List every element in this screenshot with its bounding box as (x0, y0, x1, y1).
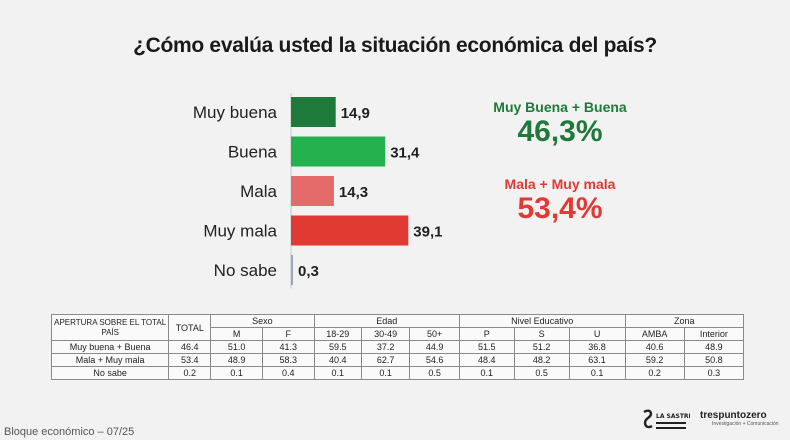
table-cell: 0.1 (458, 366, 515, 380)
negative-summary-value: 53,4% (517, 192, 603, 225)
value-label: 31,4 (390, 145, 420, 162)
table-column-header: F (261, 327, 315, 341)
bar-chart: Muy buena 14,9 Buena 31,4 Mala 14,3 Muy mala 39… (193, 93, 443, 289)
table-cell: 40.4 (313, 353, 362, 367)
table-cell: 48.4 (458, 353, 515, 367)
table-cell: 48.9 (683, 340, 745, 354)
category-label: Mala (240, 182, 277, 201)
positive-summary: Muy Buena + Buena 46,3% (470, 99, 650, 149)
footer-text: Bloque económico – 07/25 (4, 426, 135, 438)
la-sastreria-logo: LA SASTRERÍA (643, 409, 690, 429)
table-cell: 36.8 (568, 340, 626, 354)
bar (291, 176, 334, 206)
breakdown-table: APERTURA SOBRE EL TOTAL PAÍS TOTAL Sexo Eda… (50, 314, 745, 380)
table-cell: 58.3 (261, 353, 315, 367)
category-label: Muy buena (193, 103, 278, 122)
table-cell: 51.2 (513, 340, 570, 354)
negative-summary: Mala + Muy mala 53,4% (470, 176, 650, 226)
table-column-header: U (568, 327, 626, 341)
chart-title: ¿Cómo evalúa usted la situación económic… (133, 34, 657, 57)
table-cell: 46.4 (168, 340, 212, 354)
table-cell: 0.1 (210, 366, 263, 380)
table-corner-header: APERTURA SOBRE EL TOTAL PAÍS (50, 314, 170, 341)
positive-summary-label: Muy Buena + Buena (493, 99, 627, 115)
category-label: No sabe (214, 261, 277, 280)
table-cell: 44.9 (409, 340, 460, 354)
table-cell: 0.4 (261, 366, 315, 380)
table-row-label: Muy buena + Buena (50, 340, 170, 354)
table-cell: 0.2 (624, 366, 685, 380)
category-label: Buena (228, 143, 278, 162)
table-cell: 0.1 (360, 366, 411, 380)
value-label: 14,3 (339, 184, 368, 201)
table-row-label: Mala + Muy mala (50, 353, 170, 367)
bar (291, 255, 293, 285)
table-cell: 48.2 (513, 353, 570, 367)
value-label: 0,3 (298, 263, 319, 280)
table-column-header: AMBA (624, 327, 685, 341)
table-column-header: M (210, 327, 263, 341)
table-column-header: S (513, 327, 570, 341)
table-cell: 62.7 (360, 353, 411, 367)
value-label: 39,1 (413, 224, 442, 241)
table-group-header: Zona (624, 314, 745, 328)
table-cell: 0.1 (313, 366, 362, 380)
bar (291, 215, 409, 246)
category-label: Muy mala (203, 222, 277, 241)
table-cell: 59.5 (313, 340, 362, 354)
table-cell: 0.2 (168, 366, 212, 380)
table-row: Mala + Muy mala 53.4 48.9 58.3 40.4 62.7 54.6 4… (50, 353, 745, 367)
table-cell: 40.6 (624, 340, 685, 354)
table-total-header: TOTAL (168, 314, 212, 341)
bar (291, 136, 386, 167)
table-column-header: 18-29 (313, 327, 362, 341)
table-cell: 53.4 (168, 353, 212, 367)
table-cell: 0.1 (568, 366, 626, 380)
svg-text:LA SASTRERÍA: LA SASTRERÍA (656, 412, 690, 420)
trespuntozero-logo-text: trespuntozero (700, 410, 767, 421)
table-column-header: P (458, 327, 515, 341)
table-cell: 59.2 (624, 353, 685, 367)
table-cell: 54.6 (409, 353, 460, 367)
table-group-header: Nivel Educativo (458, 314, 626, 328)
negative-summary-label: Mala + Muy mala (504, 176, 616, 192)
value-label: 14,9 (341, 105, 370, 122)
table-cell: 0.5 (513, 366, 570, 380)
table-cell: 63.1 (568, 353, 626, 367)
table-cell: 41.3 (261, 340, 315, 354)
table-row-label: No sabe (50, 366, 170, 380)
bar (291, 97, 336, 127)
table-row: No sabe 0.2 0.1 0.4 0.1 0.1 0.5 0.1 0.5 0.1 0.2 0.3 (50, 366, 745, 380)
table-column-header: 30-49 (360, 327, 411, 341)
table-column-header: Interior (683, 327, 745, 341)
table-group-header: Sexo (210, 314, 315, 328)
table-cell: 37.2 (360, 340, 411, 354)
positive-summary-value: 46,3% (517, 115, 603, 148)
table-cell: 50.8 (683, 353, 745, 367)
table-row: Muy buena + Buena 46.4 51.0 41.3 59.5 37.2 44.… (50, 340, 745, 354)
trespuntozero-logo: trespuntozero Investigación + Comunicaci… (700, 410, 779, 427)
table-cell: 51.0 (210, 340, 263, 354)
table-group-header: Edad (313, 314, 460, 328)
table-cell: 51.5 (458, 340, 515, 354)
table-cell: 0.5 (409, 366, 460, 380)
table-cell: 0.3 (683, 366, 745, 380)
table-cell: 48.9 (210, 353, 263, 367)
trespuntozero-logo-subtitle: Investigación + Comunicación (712, 421, 779, 427)
table-column-header: 50+ (409, 327, 460, 341)
